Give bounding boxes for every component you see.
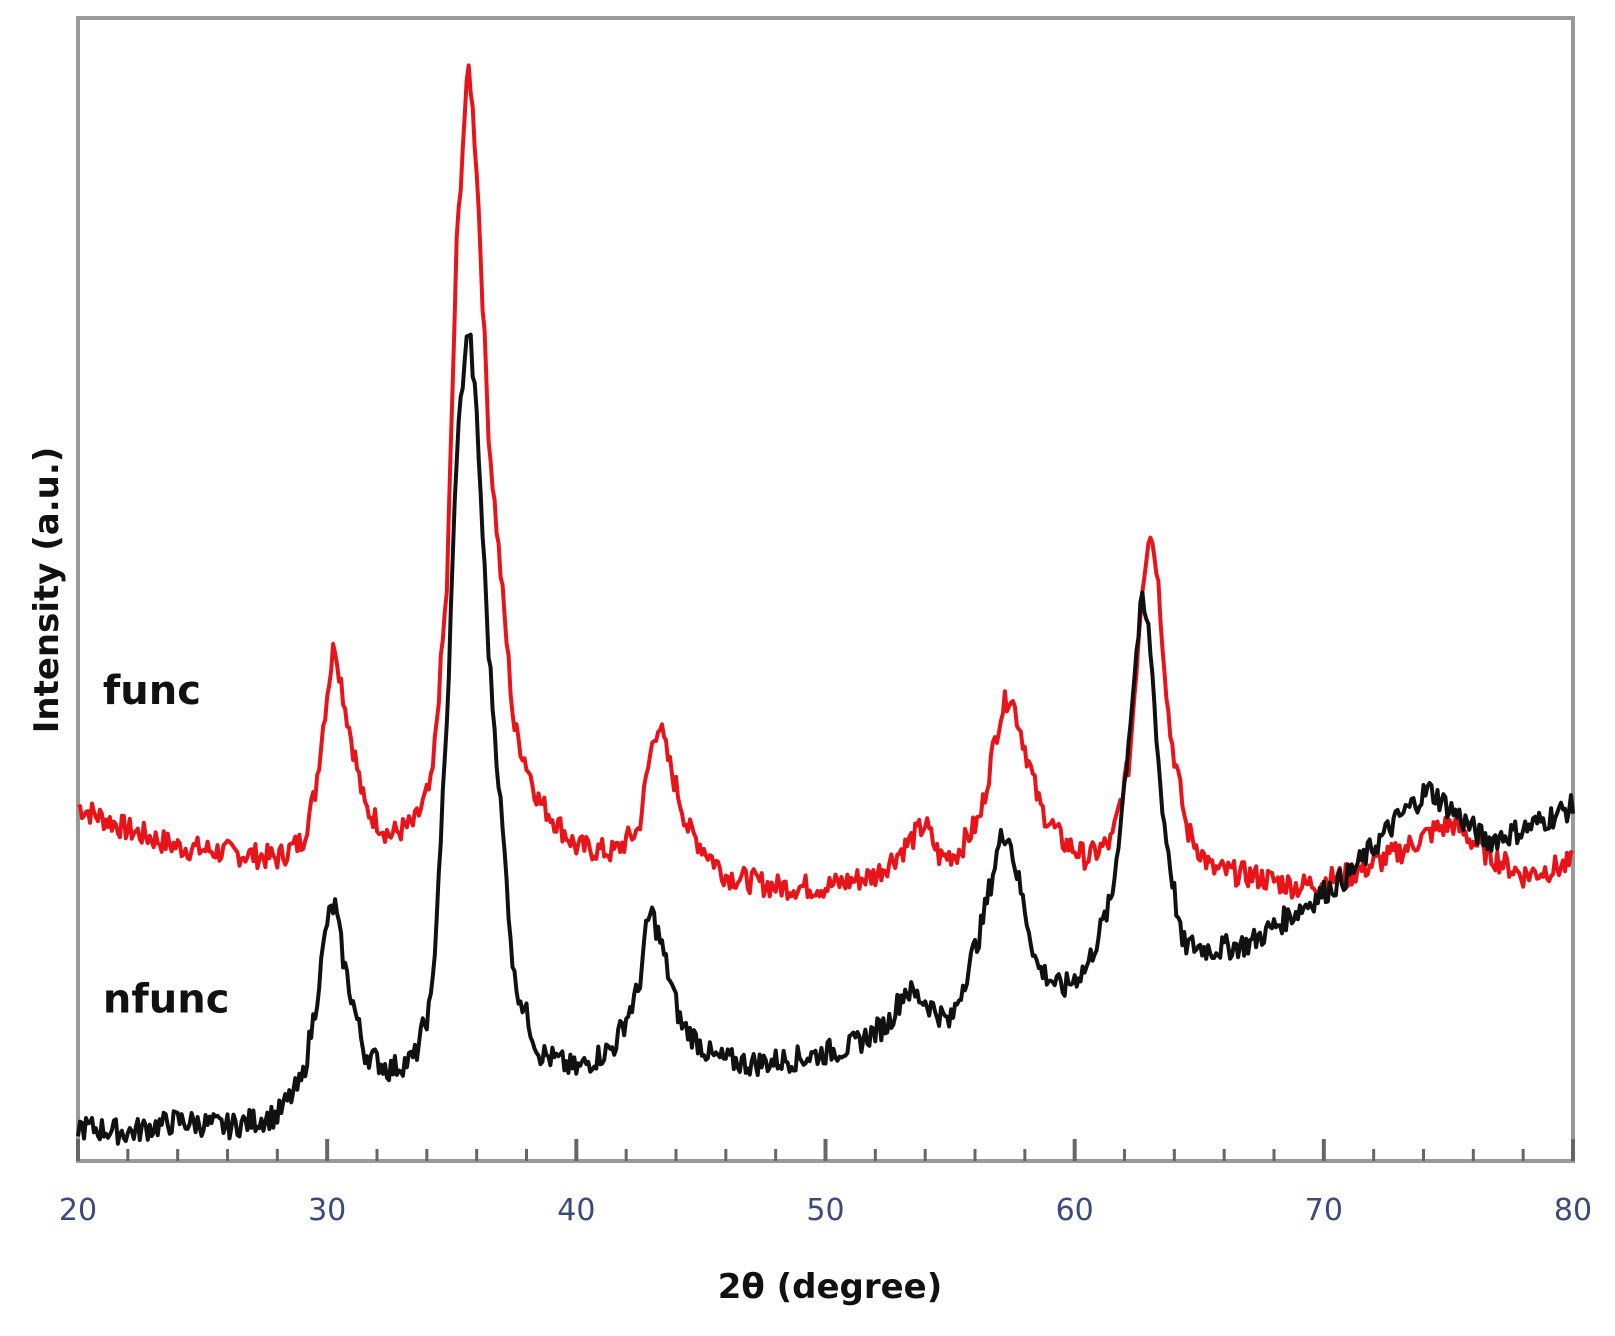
x-tick-label: 50 (806, 1193, 844, 1228)
x-axis-title: 2θ (degree) (718, 1267, 943, 1307)
x-tick-label: 70 (1305, 1193, 1343, 1228)
series-labels: func nfunc (103, 668, 230, 1023)
series-label-nfunc: nfunc (103, 976, 230, 1022)
series-line-nfunc (76, 332, 1575, 1146)
plot-frame (76, 16, 1575, 1163)
series-line-func (77, 63, 1575, 901)
x-axis-ticks (76, 1139, 1575, 1161)
x-tick-label: 40 (557, 1193, 595, 1228)
x-tick-label: 80 (1554, 1193, 1592, 1228)
series-layer (76, 63, 1575, 1146)
series-label-func: func (103, 668, 201, 714)
x-tick-label: 30 (308, 1193, 346, 1228)
y-axis-title: Intensity (a.u.) (27, 447, 67, 734)
x-tick-label: 60 (1056, 1193, 1094, 1228)
x-tick-label: 20 (59, 1193, 97, 1228)
x-axis-tick-labels: 20 30 40 50 60 70 80 (59, 1193, 1592, 1228)
